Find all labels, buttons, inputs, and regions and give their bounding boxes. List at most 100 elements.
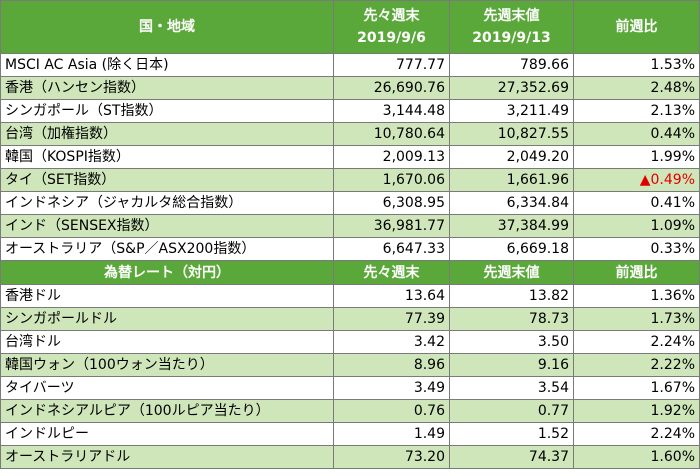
value-cell: 6,308.95 (333, 191, 450, 215)
value-cell: 77.39 (333, 307, 450, 331)
header-cell: 為替レート（対円） (0, 260, 334, 285)
cell-text: 3.50 (537, 334, 569, 350)
value-cell: 1.09% (573, 214, 700, 238)
cell-text: 777.77 (396, 57, 445, 73)
header-cell: 先々週末 (333, 260, 450, 285)
value-cell: 0.76 (333, 399, 450, 423)
cell-text: 2019/9/13 (472, 30, 551, 46)
cell-text: 1.49 (413, 426, 445, 442)
name-cell: 香港ドル (0, 284, 334, 308)
value-cell: 6,647.33 (333, 237, 450, 261)
header-cell: 国・地域 (0, 0, 334, 54)
value-cell: 2.24% (573, 422, 700, 446)
cell-text: 前週比 (615, 19, 658, 35)
data-row: シンガポールドル 77.39 78.73 1.73% (0, 307, 700, 331)
cell-text: 1.60% (650, 449, 695, 465)
name-cell: 香港（ハンセン指数） (0, 76, 334, 100)
cell-text: 10,780.64 (373, 126, 445, 142)
value-cell: 13.64 (333, 284, 450, 308)
name-cell: インドネシア（ジャカルタ総合指数） (0, 191, 334, 215)
value-cell: 777.77 (333, 53, 450, 77)
value-cell: 1.60% (573, 445, 700, 469)
value-cell: 6,334.84 (449, 191, 574, 215)
name-cell: インドルピー (0, 422, 334, 446)
value-cell: 78.73 (449, 307, 574, 331)
cell-text: 8.96 (413, 357, 445, 373)
value-cell: 0.41% (573, 191, 700, 215)
cell-text: 1.53% (650, 57, 695, 73)
data-row: 香港（ハンセン指数） 26,690.76 27,352.69 2.48% (0, 76, 700, 100)
cell-text: シンガポール（ST指数） (5, 103, 163, 119)
value-cell: 2,009.13 (333, 145, 450, 169)
cell-text: 1.09% (650, 218, 695, 234)
cell-text: シンガポールドル (5, 311, 117, 327)
cell-text: 0.44% (650, 126, 695, 142)
value-cell: 3.54 (449, 376, 574, 400)
value-cell: 1,670.06 (333, 168, 450, 192)
cell-text: 国・地域 (139, 19, 195, 35)
cell-text: 3.42 (413, 334, 445, 350)
data-row: インドルピー 1.49 1.52 2.24% (0, 422, 700, 446)
name-cell: オーストラリア（S&P／ASX200指数） (0, 237, 334, 261)
value-cell: 3.50 (449, 330, 574, 354)
data-row: オーストラリアドル 73.20 74.37 1.60% (0, 445, 700, 469)
cell-text: 2.48% (650, 80, 695, 96)
value-cell: 6,669.18 (449, 237, 574, 261)
name-cell: シンガポールドル (0, 307, 334, 331)
value-cell: 0.44% (573, 122, 700, 146)
cell-text: 26,690.76 (373, 80, 445, 96)
value-cell: 9.16 (449, 353, 574, 377)
data-row: 台湾ドル 3.42 3.50 2.24% (0, 330, 700, 354)
value-cell: 1,661.96 (449, 168, 574, 192)
data-row: タイ（SET指数） 1,670.06 1,661.96 ▲0.49% (0, 168, 700, 192)
cell-text: 2.24% (650, 334, 695, 350)
cell-text: 2,009.13 (382, 149, 445, 165)
cell-text: 台湾ドル (5, 334, 61, 350)
cell-text: インド（SENSEX指数） (5, 218, 159, 234)
cell-text: 先々週末 (363, 264, 420, 281)
cell-text: 77.39 (404, 311, 445, 327)
value-cell: 2,049.20 (449, 145, 574, 169)
cell-text: 2.13% (650, 103, 695, 119)
name-cell: 台湾（加権指数） (0, 122, 334, 146)
cell-text: 台湾（加権指数） (5, 126, 117, 142)
cell-text: MSCI AC Asia (除く日本) (5, 57, 169, 73)
cell-text: 13.64 (404, 288, 445, 304)
cell-text: 6,334.84 (506, 195, 569, 211)
cell-text: 0.33% (650, 241, 695, 257)
name-cell: インド（SENSEX指数） (0, 214, 334, 238)
cell-text: 78.73 (528, 311, 569, 327)
cell-text: 1.99% (650, 149, 695, 165)
value-cell: 0.77 (449, 399, 574, 423)
cell-text: 1.73% (650, 311, 695, 327)
name-cell: タイバーツ (0, 376, 334, 400)
data-row: インドネシア（ジャカルタ総合指数） 6,308.95 6,334.84 0.41% (0, 191, 700, 215)
cell-text: インドネシアルピア（100ルピア当たり） (5, 403, 270, 419)
value-cell: 1.36% (573, 284, 700, 308)
value-cell: 1.92% (573, 399, 700, 423)
cell-text: 2019/9/6 (357, 30, 426, 46)
cell-text: 1.67% (650, 380, 695, 396)
cell-text: 27,352.69 (497, 80, 569, 96)
value-cell: ▲0.49% (573, 168, 700, 192)
cell-text: オーストラリアドル (5, 449, 131, 465)
cell-text: インドルピー (5, 426, 89, 442)
value-cell: 1.52 (449, 422, 574, 446)
cell-text: 2,049.20 (506, 149, 569, 165)
header-cell: 先々週末 2019/9/6 (333, 0, 450, 54)
value-cell: 26,690.76 (333, 76, 450, 100)
value-cell: 1.49 (333, 422, 450, 446)
value-cell: 3.42 (333, 330, 450, 354)
name-cell: シンガポール（ST指数） (0, 99, 334, 123)
cell-text: 先週末値 (483, 8, 540, 24)
name-cell: 韓国（KOSPI指数） (0, 145, 334, 169)
value-cell: 0.33% (573, 237, 700, 261)
cell-text: 1,661.96 (506, 172, 569, 188)
data-row: 韓国ウォン（100ウォン当たり） 8.96 9.16 2.22% (0, 353, 700, 377)
cell-text: インドネシア（ジャカルタ総合指数） (5, 195, 243, 211)
value-cell: 2.22% (573, 353, 700, 377)
header-row: 国・地域 先々週末 2019/9/6 先週末値 2019/9/13 前週比 (0, 0, 700, 54)
data-row: 韓国（KOSPI指数） 2,009.13 2,049.20 1.99% (0, 145, 700, 169)
cell-text: 1,670.06 (382, 172, 445, 188)
cell-text: 1.52 (537, 426, 569, 442)
